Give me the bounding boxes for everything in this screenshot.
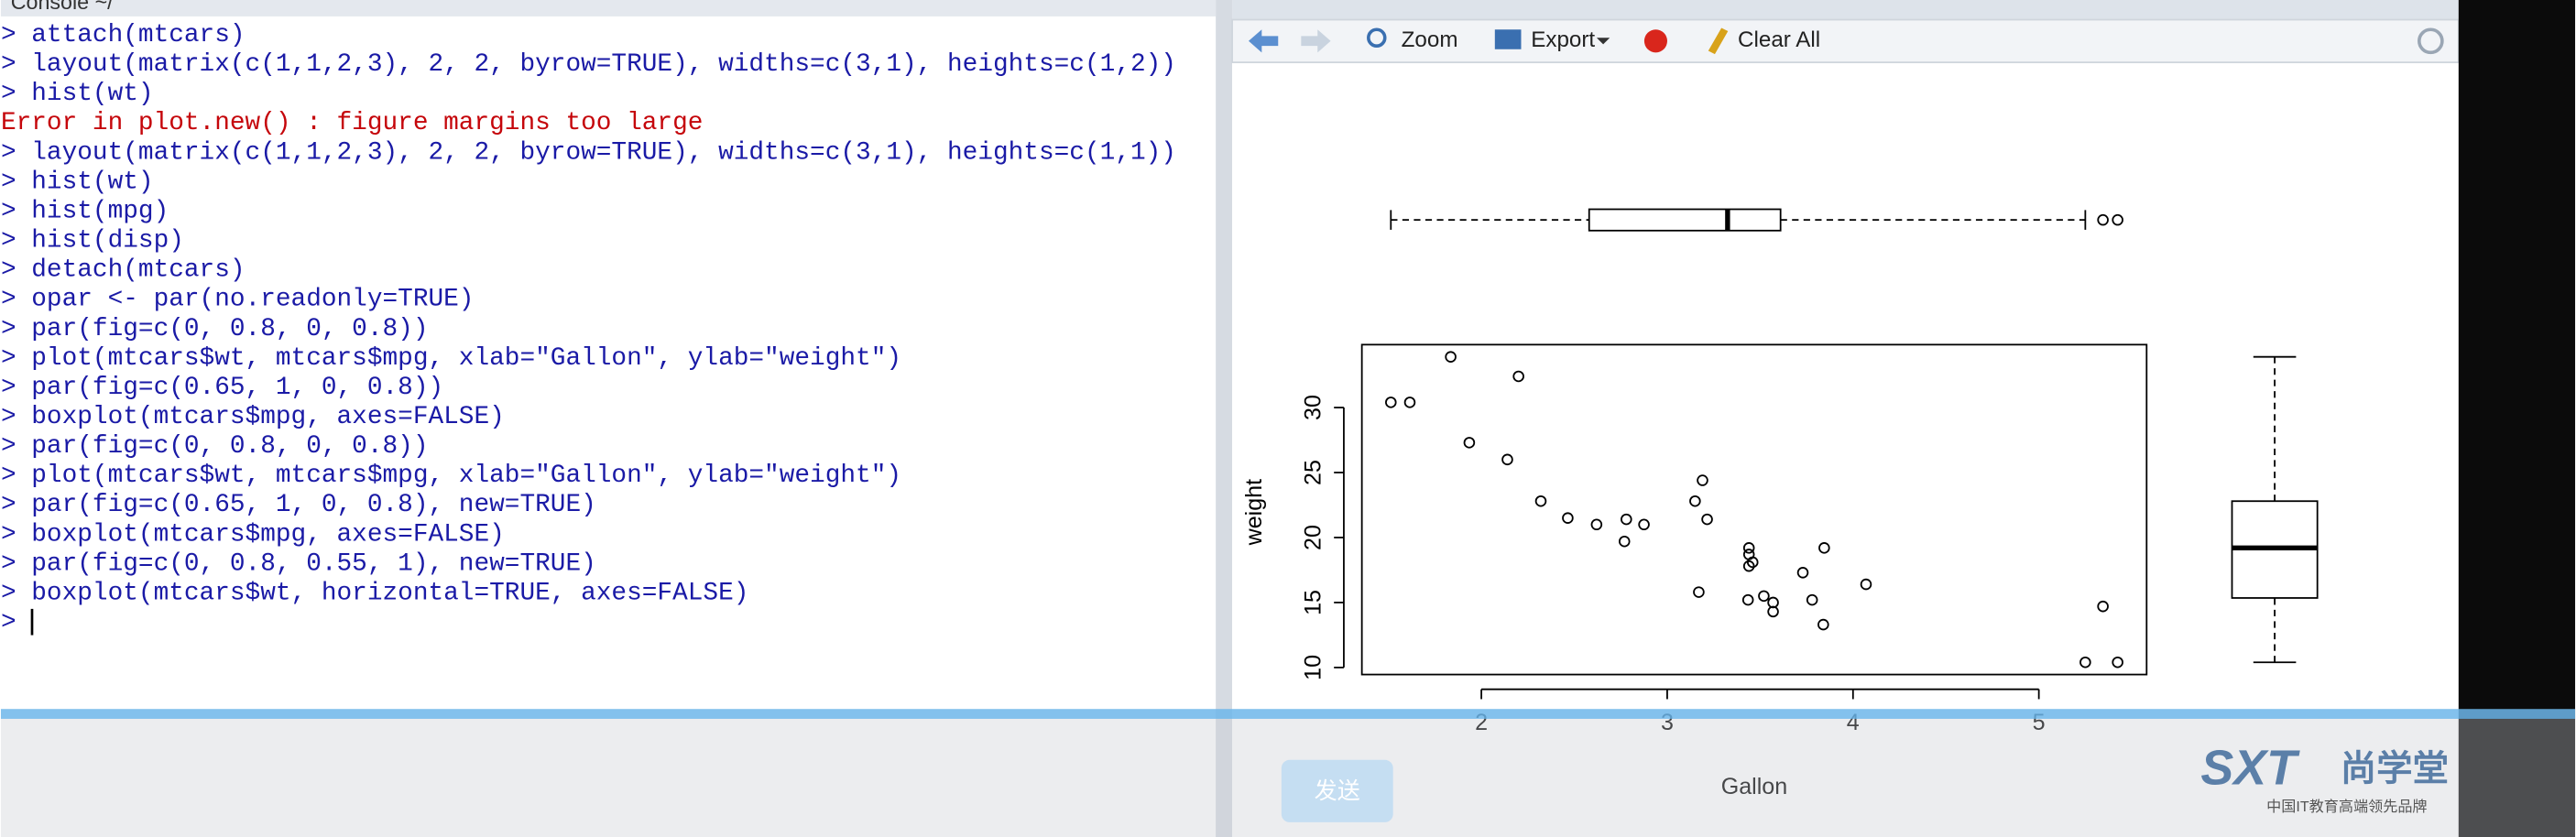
console-panel <box>0 0 1217 837</box>
point <box>1638 518 1650 531</box>
plot-box <box>1360 343 2148 676</box>
point <box>1562 512 1574 524</box>
send-label[interactable]: 发送 <box>1315 778 1360 804</box>
console-tab[interactable]: Console ~/ <box>11 0 114 14</box>
point <box>1806 593 1818 606</box>
y-axis-label: weight <box>1241 479 1267 547</box>
point <box>2112 656 2123 669</box>
point <box>1403 397 1416 408</box>
console-line: > par(fig=c(0.65, 1, 0, 0.8)) <box>1 374 443 402</box>
plot-tabbar <box>1232 0 2459 20</box>
plot-panel <box>1232 0 2459 837</box>
console-line: > par(fig=c(0.65, 1, 0, 0.8), new=TRUE) <box>1 491 596 519</box>
console-line: > hist(wt) <box>1 80 154 108</box>
forward-button[interactable] <box>1301 29 1331 53</box>
point <box>1693 586 1705 598</box>
console-line: > hist(wt) <box>1 168 154 196</box>
back-button[interactable] <box>1248 29 1279 53</box>
box <box>1588 208 1782 232</box>
point <box>1758 590 1770 603</box>
y-tick-label: 25 <box>1300 460 1326 485</box>
point <box>1701 513 1713 526</box>
point <box>1463 437 1476 449</box>
console-line: > boxplot(mtcars$wt, horizontal=TRUE, ax… <box>1 579 748 607</box>
export-button[interactable]: Export <box>1531 27 1595 52</box>
zoom-icon[interactable] <box>1367 27 1387 48</box>
point <box>1697 474 1708 486</box>
console-line: > par(fig=c(0, 0.8, 0, 0.8)) <box>1 315 429 343</box>
console-lines: > attach(mtcars)> layout(matrix(c(1,1,2,… <box>1 21 1176 637</box>
console-line: > attach(mtcars) <box>1 21 246 49</box>
y-tick-label: 30 <box>1300 395 1326 420</box>
console-line: > plot(mtcars$wt, mtcars$mpg, xlab="Gall… <box>1 462 901 490</box>
point <box>1619 535 1631 548</box>
y-tick-label: 20 <box>1300 525 1326 550</box>
clear-icon[interactable] <box>1708 27 1729 55</box>
console-line: > par(fig=c(0, 0.8, 0.55, 1), new=TRUE) <box>1 549 596 578</box>
x-axis-label: Gallon <box>1721 774 1788 799</box>
console-line: > <box>1 609 16 637</box>
console-line: > hist(mpg) <box>1 197 169 225</box>
point <box>2097 600 2109 613</box>
point <box>1501 453 1513 466</box>
point <box>2079 656 2091 669</box>
splitter[interactable] <box>1216 0 1233 837</box>
console-line: > par(fig=c(0, 0.8, 0, 0.8)) <box>1 432 429 461</box>
console-line: > hist(disp) <box>1 227 184 255</box>
console-line: > plot(mtcars$wt, mtcars$mpg, xlab="Gall… <box>1 344 901 373</box>
brand-logo: SXT <box>2200 741 2300 796</box>
point <box>1741 593 1754 606</box>
point <box>1746 556 1759 569</box>
point <box>1742 542 1755 554</box>
console-line: > detach(mtcars) <box>1 256 246 285</box>
console-line: > boxplot(mtcars$mpg, axes=FALSE) <box>1 520 505 549</box>
refresh-button[interactable] <box>2418 27 2444 55</box>
console-line: > boxplot(mtcars$mpg, axes=FALSE) <box>1 403 505 431</box>
point <box>1534 495 1547 507</box>
export-caret[interactable] <box>1596 38 1610 45</box>
point <box>1445 351 1457 363</box>
export-icon[interactable] <box>1494 29 1522 49</box>
brand-slogan: 中国IT教育高端领先品牌 <box>2266 799 2427 815</box>
point <box>1767 596 1779 609</box>
point <box>1689 495 1701 507</box>
zoom-button[interactable]: Zoom <box>1402 27 1458 52</box>
point <box>1796 567 1809 579</box>
point <box>1817 618 1829 631</box>
point <box>1860 578 1872 591</box>
console-line: > layout(matrix(c(1,1,2,3), 2, 2, byrow=… <box>1 138 1176 167</box>
point <box>1621 513 1632 526</box>
point <box>1818 542 1830 554</box>
console-line: > layout(matrix(c(1,1,2,3), 2, 2, byrow=… <box>1 50 1176 79</box>
console-tabbar <box>0 0 1217 16</box>
send-button[interactable] <box>1281 759 1393 822</box>
brand-name: 尚学堂 <box>2341 749 2449 789</box>
remove-button[interactable] <box>1643 29 1667 53</box>
y-tick-label: 10 <box>1300 655 1326 680</box>
point <box>1742 560 1755 572</box>
outlier <box>2097 213 2109 226</box>
console-line: > opar <- par(no.readonly=TRUE) <box>1 286 475 314</box>
y-tick-label: 15 <box>1300 590 1326 615</box>
clear-button[interactable]: Clear All <box>1738 27 1820 52</box>
point <box>1512 370 1524 383</box>
outlier <box>2112 213 2123 226</box>
point <box>1590 518 1603 531</box>
progress-bar[interactable] <box>0 709 2576 719</box>
point <box>1385 397 1397 408</box>
console-line: Error in plot.new() : figure margins too… <box>1 109 703 137</box>
right-strip <box>2458 0 2576 837</box>
